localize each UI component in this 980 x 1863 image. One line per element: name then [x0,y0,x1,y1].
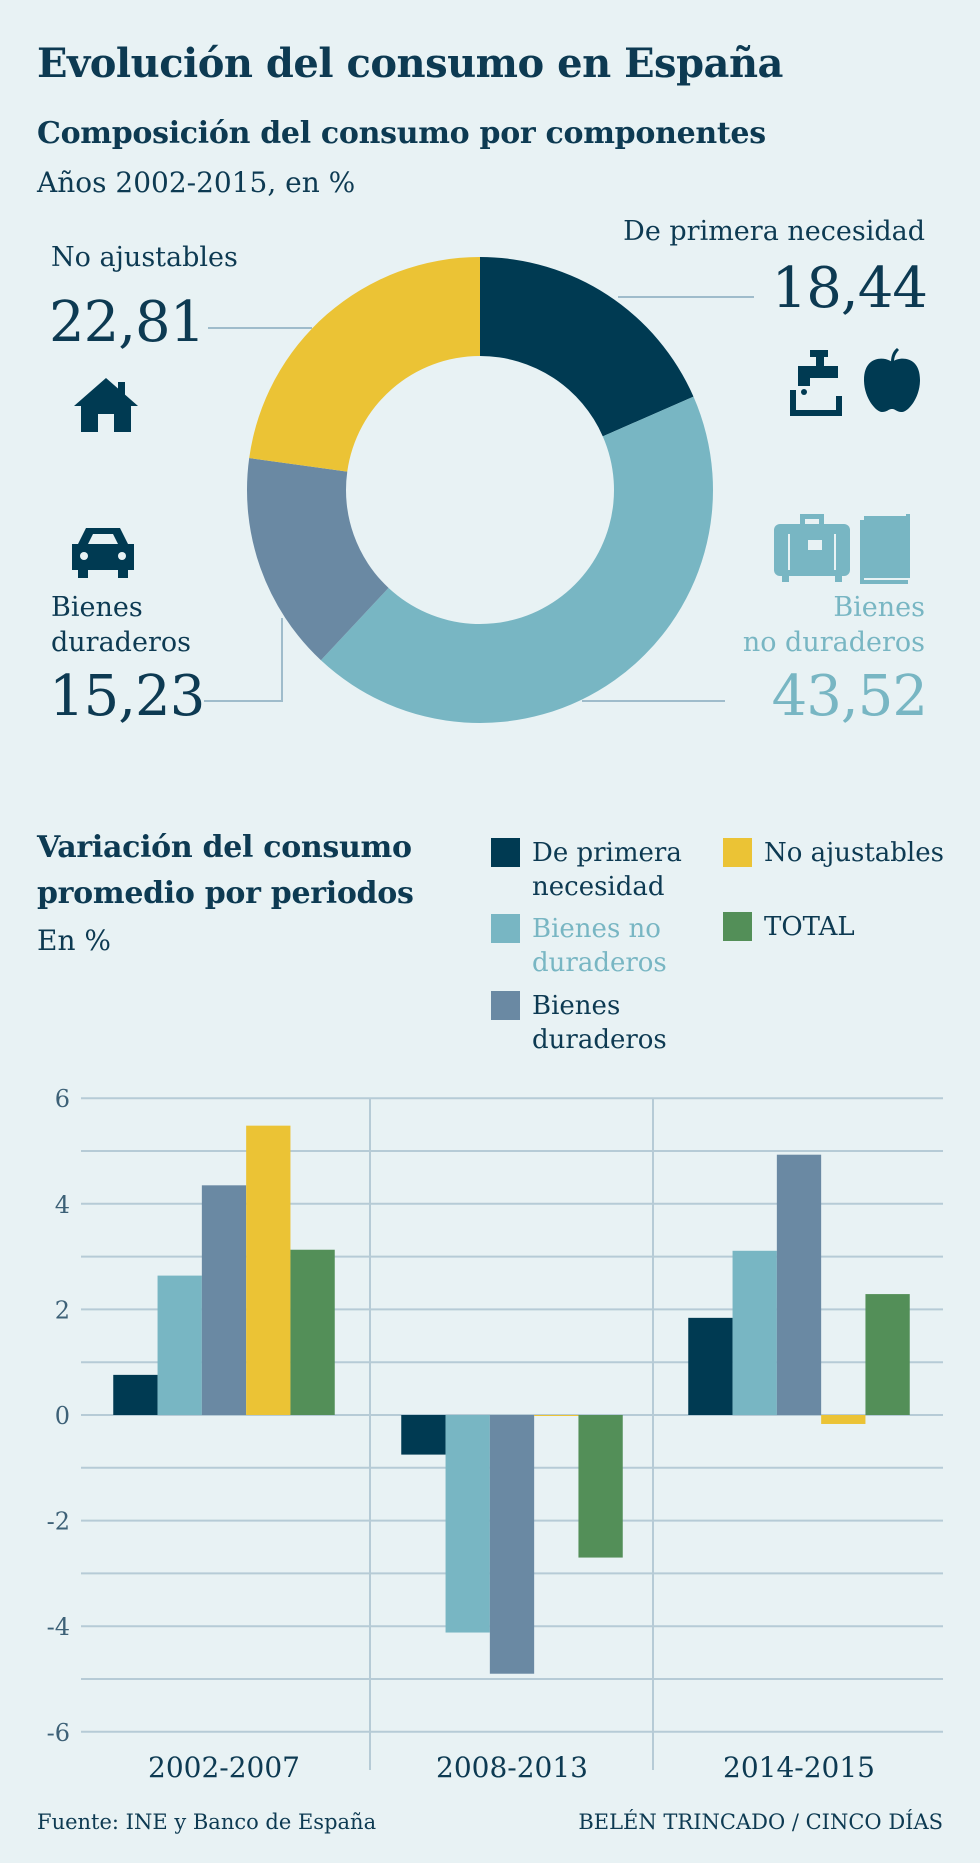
y-tick-label: 4 [55,1191,70,1219]
legend-swatch-no-ajustables [723,838,752,867]
bar-de-primera-necesidad-2014-2015 [688,1317,733,1415]
legend-duraderos-1: Bienes [532,991,621,1021]
donut-segment-primera-necesidad [480,257,694,437]
y-tick-label: -6 [47,1719,70,1747]
legend-duraderos-2: duraderos [532,1025,667,1055]
legend-total: TOTAL [764,912,855,942]
legend-swatch-total [723,912,752,941]
value-duraderos: 15,23 [49,664,205,729]
label-no-duraderos-2: no duraderos [742,627,925,658]
x-category-label: 2014-2015 [723,1751,875,1784]
legend-no-ajustables: No ajustables [764,838,944,868]
legend-primera-2: necesidad [532,872,665,902]
y-tick-label: 2 [55,1296,70,1324]
legend-swatch-duraderos [491,991,520,1020]
label-duraderos-1: Bienes [51,592,143,623]
bar-bienes-no-duraderos-2008-2013 [445,1415,490,1633]
label-duraderos-2: duraderos [51,627,191,658]
label-no-ajustables: No ajustables [51,242,238,273]
bar-bienes-duraderos-2008-2013 [489,1415,535,1674]
house-icon [74,378,138,432]
bar-no-ajustables-2002-2007 [246,1125,291,1415]
bar-total-2002-2007 [290,1249,335,1415]
legend-swatch-primera [491,838,520,867]
x-category-label: 2002-2007 [148,1751,300,1784]
apple-icon [864,348,920,412]
value-primera-necesidad: 18,44 [771,256,928,321]
label-primera-necesidad: De primera necesidad [623,216,925,247]
value-no-duraderos: 43,52 [771,664,928,729]
page-title: Evolución del consumo en España [37,40,783,87]
bars-title-2: promedio por periodos [37,876,414,911]
legend-swatch-no-duraderos [491,914,520,943]
bar-bienes-no-duraderos-2014-2015 [732,1250,777,1415]
leader-duraderos [204,618,283,702]
book-icon [860,514,910,584]
bar-total-2008-2013 [578,1415,623,1558]
value-no-ajustables: 22,81 [49,290,205,355]
bar-de-primera-necesidad-2008-2013 [401,1415,446,1455]
donut-segment-no-ajustables [249,256,480,472]
legend-primera-1: De primera [532,838,682,868]
bar-total-2014-2015 [865,1294,910,1415]
legend-no-duraderos-2: duraderos [532,948,667,978]
donut-segment-no-duraderos [320,396,713,723]
y-tick-label: -2 [47,1508,70,1536]
bar-bienes-duraderos-2002-2007 [201,1185,247,1415]
y-tick-label: -4 [47,1613,70,1641]
label-no-duraderos-1: Bienes [833,592,925,623]
bar-no-ajustables-2008-2013 [534,1415,579,1416]
bar-no-ajustables-2014-2015 [821,1415,866,1424]
car-icon [72,528,134,578]
suitcase-icon [774,514,850,582]
bar-bienes-duraderos-2014-2015 [776,1154,822,1415]
bars-subtitle: En % [37,924,111,957]
donut-title: Composición del consumo por componentes [37,116,766,151]
bars-title-1: Variación del consumo [37,830,412,865]
bar-bienes-no-duraderos-2002-2007 [157,1275,202,1415]
footer-source: Fuente: INE y Banco de España [37,1810,377,1834]
y-tick-label: 0 [55,1402,70,1430]
y-tick-label: 6 [55,1085,70,1113]
donut-subtitle: Años 2002-2015, en % [37,166,356,199]
bar-de-primera-necesidad-2002-2007 [113,1374,158,1415]
donut-segment-duraderos [246,458,389,661]
donut-chart [72,256,920,723]
legend-no-duraderos-1: Bienes no [532,914,661,944]
faucet-icon [790,350,842,416]
footer-credit: BELÉN TRINCADO / CINCO DÍAS [578,1810,943,1834]
x-category-label: 2008-2013 [436,1751,588,1784]
